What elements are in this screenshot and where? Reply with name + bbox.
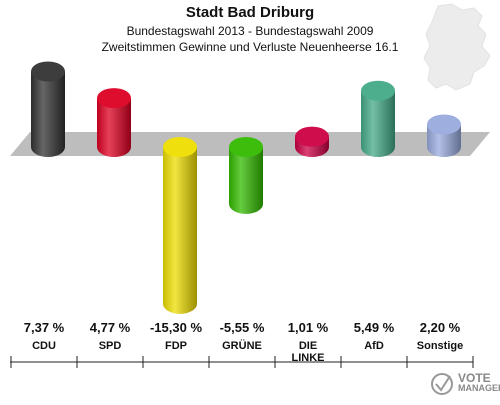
logo-line-2: MANAGER	[458, 383, 500, 393]
vote-manager-logo: VOTE MANAGER	[458, 371, 500, 393]
value-label: 5,49 %	[353, 320, 395, 335]
category-label: DIE LINKE	[291, 340, 325, 364]
category-label: GRÜNE	[222, 340, 262, 352]
bar-bottom-cap	[229, 193, 263, 214]
bar-fdp	[163, 137, 197, 314]
bar-bottom-cap	[31, 137, 65, 157]
chart-title: Stadt Bad Driburg	[185, 4, 315, 21]
bar-body	[163, 147, 197, 304]
chart-subtitle-2: Zweitstimmen Gewinne und Verluste Neuenh…	[101, 40, 399, 54]
vote-manager-logo-icon	[431, 373, 453, 395]
bar-top-cap	[427, 114, 461, 135]
category-label: Sonstige	[416, 340, 464, 352]
bar-bottom-cap	[163, 293, 197, 314]
category-label: CDU	[32, 340, 56, 352]
bar-grüne	[229, 137, 263, 214]
bar-spd	[97, 88, 131, 157]
category-label: SPD	[98, 340, 122, 352]
value-label: -15,30 %	[149, 320, 203, 335]
value-label: 2,20 %	[419, 320, 461, 335]
bar-top-cap	[295, 126, 329, 147]
germany-map-icon	[423, 3, 491, 91]
bar-top-cap	[31, 61, 65, 82]
bar-top-cap	[229, 137, 263, 157]
value-label: -5,55 %	[219, 320, 265, 335]
bar-bottom-cap	[361, 137, 395, 157]
category-label: FDP	[165, 340, 187, 352]
bar-top-cap	[97, 88, 131, 109]
bar-die-linke	[295, 126, 329, 157]
bar-sonstige	[427, 114, 461, 157]
bar-top-cap	[163, 137, 197, 157]
chart-subtitle: Bundestagswahl 2013 - Bundestagswahl 200…	[126, 24, 374, 38]
bar-afd	[361, 80, 395, 157]
value-label: 4,77 %	[89, 320, 131, 335]
bar-body	[31, 71, 65, 147]
value-label: 7,37 %	[23, 320, 65, 335]
bar-top-cap	[361, 80, 395, 101]
bar-bottom-cap	[97, 137, 131, 157]
value-label: 1,01 %	[287, 320, 329, 335]
bar-bottom-cap	[427, 137, 461, 157]
category-label: AfD	[364, 340, 384, 352]
logo-line-1: VOTE	[458, 371, 491, 385]
bar-cdu	[31, 61, 65, 157]
